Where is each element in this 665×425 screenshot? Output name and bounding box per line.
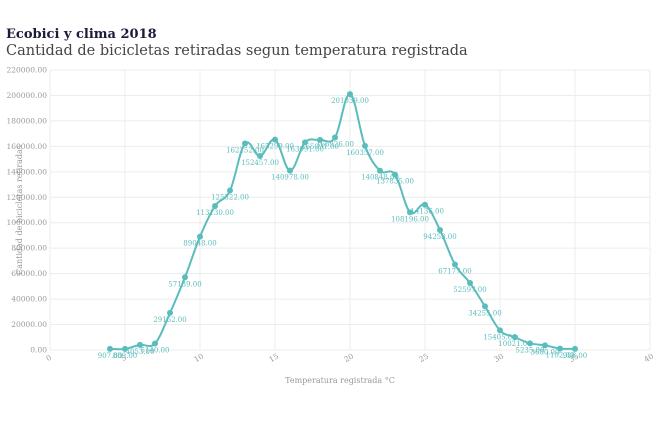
data-point[interactable] — [392, 171, 398, 178]
data-point[interactable] — [542, 342, 548, 349]
data-label: 113130.00 — [196, 209, 234, 217]
data-points[interactable] — [107, 91, 578, 352]
y-axis-ticks: 0.00 20000.00 40000.00 60000.00 80000.00 1000… — [6, 66, 47, 355]
data-point[interactable] — [422, 201, 428, 208]
y-tick-label: 60000.00 — [11, 269, 47, 278]
y-tick-label: 40000.00 — [11, 295, 47, 304]
y-tick-label: 180000.00 — [6, 116, 47, 125]
data-label: 140978.00 — [271, 174, 309, 182]
data-point[interactable] — [557, 345, 563, 352]
x-axis-ticks: 0 5 10 15 20 25 30 35 40 — [44, 351, 655, 364]
data-label: 67177.00 — [438, 268, 471, 276]
data-point[interactable] — [287, 167, 293, 174]
data-point[interactable] — [227, 187, 233, 194]
data-label: 162252.00 — [226, 146, 264, 154]
y-tick-label: 80000.00 — [11, 244, 47, 253]
data-point[interactable] — [152, 340, 158, 347]
data-point[interactable] — [242, 140, 248, 147]
data-label: 140848.00 — [361, 174, 399, 182]
y-tick-label: 120000.00 — [6, 193, 47, 202]
data-label: 165299.00 — [256, 143, 294, 151]
x-tick-label: 0 — [44, 353, 53, 363]
y-axis-label: Cantidad de bicicletas retiradas — [15, 145, 24, 275]
data-label: 907.00 — [98, 352, 123, 360]
data-label: 89048.00 — [183, 240, 216, 248]
grid — [49, 69, 651, 351]
y-tick-label: 140000.00 — [6, 167, 47, 176]
data-point[interactable] — [107, 345, 113, 352]
data-label: 137835.00 — [376, 178, 414, 186]
x-axis-label: Temperatura registrada °C — [285, 376, 395, 385]
data-point[interactable] — [482, 303, 488, 310]
data-point[interactable] — [212, 203, 218, 210]
x-tick-label: 5 — [119, 353, 128, 363]
data-label: 165091.00 — [301, 143, 339, 151]
x-tick-label: 30 — [492, 351, 505, 364]
data-label: 906.00 — [563, 352, 588, 360]
data-point[interactable] — [497, 327, 503, 334]
data-point[interactable] — [197, 233, 203, 240]
data-label: 94253.00 — [423, 233, 456, 241]
series-line — [109, 93, 576, 351]
data-label: 4053.00 — [126, 348, 155, 356]
data-label: 1102.00 — [546, 352, 575, 360]
data-label: 5140.00 — [141, 346, 170, 354]
x-tick-label: 20 — [342, 351, 355, 364]
y-tick-label: 220000.00 — [6, 66, 47, 75]
y-tick-label: 200000.00 — [6, 91, 47, 100]
data-point[interactable] — [452, 261, 458, 268]
data-point[interactable] — [317, 136, 323, 143]
data-label: 152457.00 — [241, 159, 279, 167]
data-label: 15405.00 — [483, 333, 516, 341]
x-tick-label: 15 — [267, 351, 280, 364]
data-label: 839.00 — [113, 352, 138, 360]
data-label: 29162.00 — [153, 316, 186, 324]
data-point[interactable] — [527, 340, 533, 347]
x-tick-label: 10 — [192, 351, 205, 364]
data-point[interactable] — [167, 309, 173, 316]
data-point[interactable] — [467, 280, 473, 287]
data-point[interactable] — [182, 274, 188, 281]
data-point[interactable] — [257, 152, 263, 159]
data-label: 34255.00 — [468, 309, 501, 317]
data-label: 125322.00 — [211, 193, 249, 201]
y-tick-label: 160000.00 — [6, 142, 47, 151]
y-tick-label: 100000.00 — [6, 218, 47, 227]
data-point[interactable] — [332, 134, 338, 141]
data-label: 166926.00 — [316, 141, 354, 149]
data-point[interactable] — [362, 142, 368, 149]
y-tick-label: 20000.00 — [11, 320, 47, 329]
data-label: 10021.00 — [498, 340, 531, 348]
data-point[interactable] — [407, 209, 413, 216]
x-tick-label: 35 — [567, 351, 580, 364]
data-label: 160357.00 — [346, 149, 384, 157]
data-label: 57139.00 — [168, 280, 201, 288]
data-point[interactable] — [347, 91, 353, 98]
data-label: 201039.00 — [331, 97, 369, 105]
y-tick-label: 0.00 — [30, 346, 47, 355]
data-point[interactable] — [302, 139, 308, 146]
data-label: 52597.00 — [453, 286, 486, 294]
data-point[interactable] — [272, 136, 278, 143]
data-point[interactable] — [377, 167, 383, 174]
data-label: 108196.00 — [391, 215, 429, 223]
data-point[interactable] — [512, 334, 518, 341]
data-label: 163091.00 — [286, 145, 324, 153]
chart-subtitle: Cantidad de bicicletas retiradas segun t… — [6, 43, 468, 59]
x-tick-label: 25 — [417, 351, 430, 364]
data-label: 114136.00 — [406, 208, 444, 216]
data-point[interactable] — [122, 345, 128, 352]
chart-title: Ecobici y clima 2018 — [6, 27, 157, 42]
data-point[interactable] — [137, 341, 143, 348]
data-label: 5235.00 — [516, 346, 545, 354]
data-point[interactable] — [437, 227, 443, 234]
data-point[interactable] — [572, 345, 578, 352]
x-tick-label: 40 — [642, 351, 655, 364]
data-label: 3680.00 — [531, 348, 560, 356]
